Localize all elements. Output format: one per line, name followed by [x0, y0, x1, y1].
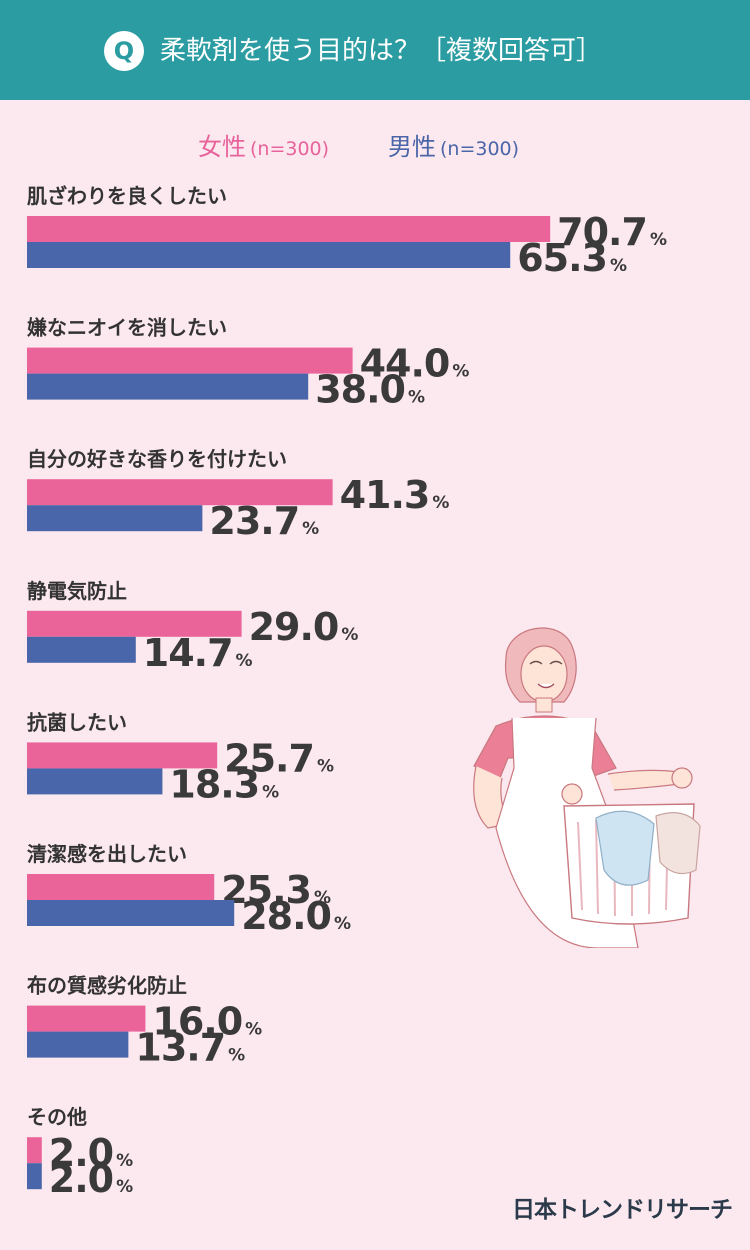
value-number: 25.7 [224, 736, 314, 780]
value-unit: % [236, 651, 253, 671]
q-badge: Q [104, 31, 144, 71]
value-label: 28.0% [241, 894, 351, 938]
value-number: 65.3 [517, 236, 607, 280]
value-number: 29.0 [249, 605, 339, 649]
value-unit: % [302, 519, 319, 539]
value-number: 41.3 [340, 473, 430, 517]
brand-logo: 日本トレンドリサーチ [512, 1197, 733, 1223]
bar-male [27, 373, 309, 400]
value-number: 16.0 [152, 1000, 242, 1044]
value-label: 16.0% [152, 1000, 262, 1044]
legend-male: 男性 (n=300) [388, 127, 519, 162]
value-label: 18.3% [169, 762, 279, 806]
woman-laundry-illustration [468, 618, 708, 948]
category-label: その他 [27, 1105, 87, 1129]
bar-male [27, 900, 235, 926]
legend-female: 女性 (n=300) [198, 127, 329, 162]
bar-female [27, 479, 333, 506]
bar-female [27, 742, 218, 769]
value-number: 13.7 [135, 1026, 225, 1070]
bar-female [27, 1137, 42, 1164]
value-number: 14.7 [143, 631, 233, 675]
value-label: 14.7% [143, 631, 253, 675]
legend-male-label: 男性 [388, 133, 436, 161]
value-unit: % [116, 1151, 133, 1171]
category-label: 嫌なニオイを消したい [27, 316, 227, 340]
bar-male [27, 1163, 42, 1190]
bar-female [27, 216, 551, 242]
value-unit: % [228, 1046, 245, 1066]
bar-male [27, 768, 163, 795]
value-unit: % [314, 888, 331, 908]
value-unit: % [341, 625, 358, 645]
value-label: 65.3% [517, 236, 627, 280]
value-number: 2.0 [49, 1131, 113, 1175]
value-number: 23.7 [209, 499, 299, 543]
value-unit: % [650, 230, 667, 250]
value-label: 25.3% [221, 868, 331, 912]
value-label: 2.0% [49, 1157, 133, 1201]
category-label: 静電気防止 [27, 579, 127, 603]
legend-female-n: (n=300) [250, 138, 330, 160]
category-label: 自分の好きな香りを付けたい [27, 447, 287, 471]
bar-male [27, 242, 511, 268]
value-label: 44.0% [360, 342, 470, 386]
value-unit: % [452, 362, 469, 382]
value-number: 38.0 [315, 368, 405, 412]
category-label: 布の質感劣化防止 [27, 974, 187, 998]
value-number: 28.0 [241, 894, 331, 938]
bar-female [27, 610, 242, 637]
legend-male-n: (n=300) [440, 138, 520, 160]
value-number: 44.0 [360, 342, 450, 386]
value-number: 2.0 [49, 1157, 113, 1201]
value-unit: % [610, 256, 627, 276]
value-unit: % [317, 756, 334, 776]
question-header: Q 柔軟剤を使う目的は？［複数回答可］ [0, 0, 750, 100]
bar-female [27, 1005, 146, 1032]
value-label: 41.3% [340, 473, 450, 517]
category-label: 抗菌したい [27, 710, 127, 734]
bar-female [27, 874, 215, 900]
value-unit: % [262, 782, 279, 802]
value-unit: % [116, 1177, 133, 1197]
value-number: 25.3 [221, 868, 311, 912]
value-number: 18.3 [169, 762, 259, 806]
value-unit: % [245, 1020, 262, 1040]
category-label: 清潔感を出したい [27, 842, 187, 866]
bar-male [27, 505, 203, 532]
value-label: 70.7% [557, 210, 667, 254]
value-label: 13.7% [135, 1026, 245, 1070]
value-label: 23.7% [209, 499, 319, 543]
bar-female [27, 347, 353, 374]
value-number: 70.7 [557, 210, 647, 254]
value-unit: % [334, 914, 351, 934]
value-unit: % [408, 388, 425, 408]
question-title: 柔軟剤を使う目的は？［複数回答可］ [160, 36, 603, 66]
value-label: 29.0% [249, 605, 359, 649]
bar-male [27, 1031, 129, 1058]
value-label: 38.0% [315, 368, 425, 412]
value-label: 25.7% [224, 736, 334, 780]
bar-male [27, 636, 136, 663]
category-label: 肌ざわりを良くしたい [27, 184, 227, 208]
legend-female-label: 女性 [198, 133, 246, 161]
value-unit: % [432, 493, 449, 513]
value-label: 2.0% [49, 1131, 133, 1175]
